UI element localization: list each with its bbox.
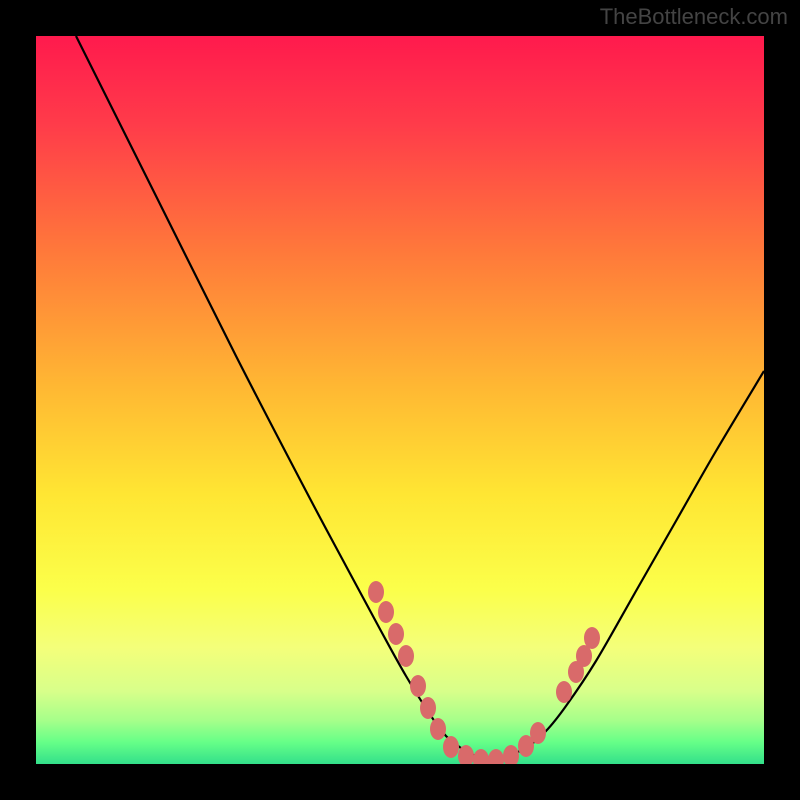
curve-marker xyxy=(584,627,600,649)
curve-marker xyxy=(398,645,414,667)
bottleneck-curve xyxy=(76,36,764,759)
curve-marker xyxy=(368,581,384,603)
curve-marker xyxy=(430,718,446,740)
curve-marker xyxy=(503,745,519,764)
curve-marker xyxy=(530,722,546,744)
curve-marker xyxy=(410,675,426,697)
curve-marker xyxy=(488,749,504,764)
watermark-text: TheBottleneck.com xyxy=(600,4,788,30)
curve-marker xyxy=(556,681,572,703)
curve-marker xyxy=(473,749,489,764)
plot-area xyxy=(36,36,764,764)
curve-marker xyxy=(378,601,394,623)
curve-layer xyxy=(36,36,764,764)
curve-marker xyxy=(443,736,459,758)
curve-marker xyxy=(420,697,436,719)
curve-marker xyxy=(388,623,404,645)
